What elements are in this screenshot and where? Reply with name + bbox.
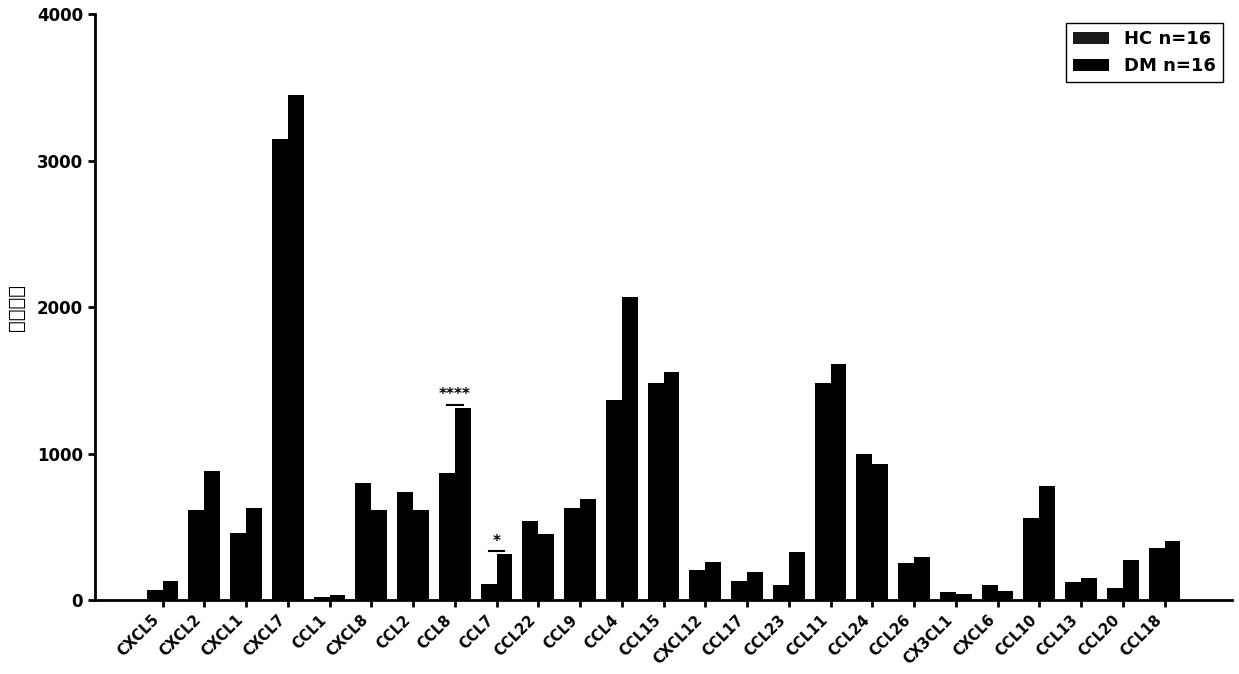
Bar	[955, 594, 971, 601]
Bar	[398, 492, 413, 601]
Bar	[247, 508, 261, 601]
Bar	[372, 510, 387, 601]
Bar	[997, 591, 1014, 601]
Bar	[1106, 588, 1123, 601]
Bar	[439, 473, 455, 601]
Bar	[981, 585, 997, 601]
Y-axis label: 荧光强度: 荧光强度	[7, 284, 26, 331]
Bar	[789, 552, 804, 601]
Bar	[356, 483, 372, 601]
Bar	[204, 471, 221, 601]
Bar	[648, 384, 664, 601]
Bar	[731, 581, 747, 601]
Bar	[413, 510, 429, 601]
Bar	[773, 585, 789, 601]
Bar	[664, 372, 679, 601]
Bar	[538, 534, 554, 601]
Bar	[1040, 486, 1056, 601]
Text: ****: ****	[439, 387, 471, 402]
Bar	[705, 561, 721, 601]
Legend: HC n=16, DM n=16: HC n=16, DM n=16	[1066, 23, 1223, 82]
Bar	[606, 400, 622, 601]
Bar	[747, 572, 763, 601]
Bar	[1149, 549, 1165, 601]
Text: *: *	[493, 534, 501, 549]
Bar	[481, 584, 497, 601]
Bar	[287, 94, 304, 601]
Bar	[622, 297, 638, 601]
Bar	[230, 533, 247, 601]
Bar	[1123, 560, 1139, 601]
Bar	[523, 521, 538, 601]
Bar	[872, 464, 888, 601]
Bar	[940, 592, 955, 601]
Bar	[1023, 518, 1040, 601]
Bar	[689, 570, 705, 601]
Bar	[898, 563, 914, 601]
Bar	[1066, 582, 1080, 601]
Bar	[188, 510, 204, 601]
Bar	[330, 595, 346, 601]
Bar	[313, 596, 330, 601]
Bar	[564, 508, 580, 601]
Bar	[856, 454, 872, 601]
Bar	[146, 590, 162, 601]
Bar	[497, 553, 513, 601]
Bar	[580, 499, 596, 601]
Bar	[815, 384, 830, 601]
Bar	[830, 365, 846, 601]
Bar	[455, 408, 471, 601]
Bar	[1080, 578, 1097, 601]
Bar	[271, 139, 287, 601]
Bar	[1165, 541, 1181, 601]
Bar	[162, 582, 178, 601]
Bar	[914, 557, 930, 601]
